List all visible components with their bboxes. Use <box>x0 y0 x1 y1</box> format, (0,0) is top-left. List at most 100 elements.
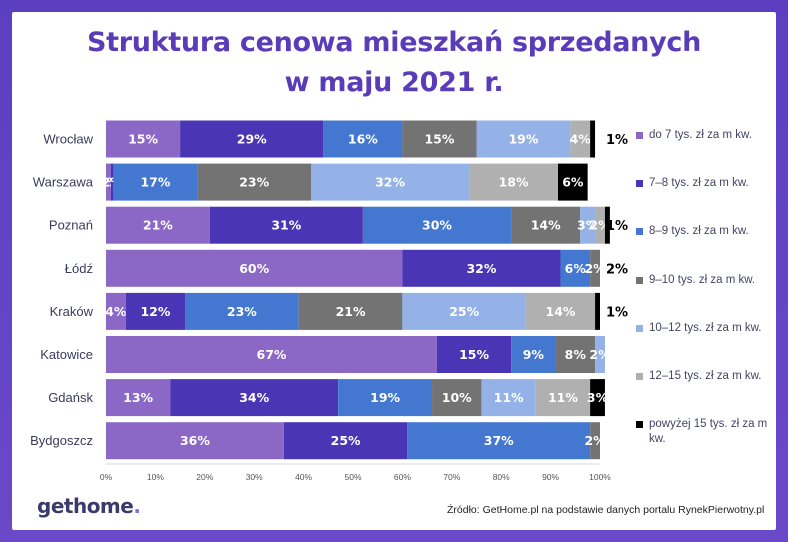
bar-segment <box>525 292 596 330</box>
data-label: 60% <box>239 261 269 276</box>
chart-title-line-2: w maju 2021 r. <box>284 67 504 98</box>
bar-segment <box>436 336 512 373</box>
chart-title-line-1: Struktura cenowa mieszkań sprzedanych <box>86 27 702 58</box>
data-label: 32% <box>466 261 496 276</box>
data-label: 32% <box>375 175 405 190</box>
bar-segment <box>362 206 512 244</box>
bar-segment <box>511 206 581 244</box>
x-tick-label: 50% <box>344 472 361 482</box>
bar-segment <box>338 379 433 417</box>
data-label: 15% <box>128 132 158 147</box>
data-label: 6% <box>565 261 587 276</box>
legend-swatch <box>636 421 643 429</box>
bar-segment <box>113 163 198 201</box>
bar-segment <box>469 163 559 201</box>
source-note: Źródło: GetHome.pl na podstawie danych p… <box>447 504 765 516</box>
bar-segment <box>180 120 324 158</box>
data-label: 15% <box>424 132 454 147</box>
bar-segment <box>402 292 526 330</box>
data-label: 11% <box>548 390 578 405</box>
data-label: 13% <box>123 390 153 405</box>
x-tick-label: 30% <box>246 472 263 482</box>
category-label: Bydgoszcz <box>30 433 93 448</box>
x-tick-label: 70% <box>443 472 460 482</box>
bar-segment <box>560 249 591 287</box>
bar-segment <box>590 379 605 417</box>
category-label: Kraków <box>50 304 94 319</box>
data-label: 14% <box>531 218 561 233</box>
category-label: Wrocław <box>43 132 93 147</box>
bar-segment <box>570 120 591 158</box>
legend-label: do 7 tys. zł za m kw. <box>649 129 752 141</box>
legend-swatch <box>636 180 643 188</box>
bar-segment <box>481 379 536 417</box>
bar-segment <box>402 249 561 287</box>
data-label: 17% <box>140 175 170 190</box>
data-label: 10% <box>442 390 472 405</box>
bar-segment <box>298 292 403 330</box>
data-label: 18% <box>499 175 529 190</box>
category-label: Łódź <box>65 261 93 276</box>
x-tick-label: 20% <box>196 472 213 482</box>
data-label: 3% <box>587 390 609 405</box>
data-label: 9% <box>523 347 545 362</box>
bar-segment <box>604 206 610 244</box>
bar-segment <box>402 120 477 158</box>
data-label: 4% <box>105 304 127 319</box>
legend-swatch <box>636 324 643 332</box>
legend-label: 10–12 tys. zł za m kw. <box>649 321 762 334</box>
logo-home: home <box>72 494 134 518</box>
category-label: Katowice <box>40 347 93 362</box>
data-label: 21% <box>336 304 366 319</box>
bar-segment <box>106 249 403 287</box>
bar-segment <box>209 206 363 244</box>
bar-segment <box>197 163 312 201</box>
legend-swatch <box>636 228 643 236</box>
x-tick-label: 40% <box>295 472 312 482</box>
x-tick-label: 90% <box>542 472 559 482</box>
data-label: 15% <box>459 347 489 362</box>
data-label: 29% <box>237 132 267 147</box>
x-tick-label: 0% <box>100 472 113 482</box>
bar-segment <box>106 379 171 417</box>
legend-swatch <box>636 132 643 139</box>
data-label: 16% <box>348 132 378 147</box>
outside-data-label: 1% <box>606 305 628 320</box>
outside-data-label: 2% <box>606 262 628 277</box>
data-label: 23% <box>239 175 269 190</box>
legend-label: 7–8 tys. zł za m kw. <box>649 177 749 190</box>
bar-segment <box>283 422 408 460</box>
category-label: Gdańsk <box>48 390 93 405</box>
logo-dot: . <box>133 494 141 518</box>
legend-label: powyżej 15 tys. zł za m kw. <box>649 418 768 446</box>
bar-segment <box>590 249 600 287</box>
bar-segment <box>595 336 605 373</box>
bar-segment <box>595 206 605 244</box>
data-label: 8% <box>565 347 587 362</box>
bar-segment <box>106 292 126 330</box>
data-label: 36% <box>180 433 210 448</box>
bar-segment <box>106 336 437 373</box>
outside-data-label: 1% <box>606 219 628 234</box>
legend-label: 12–15 tys. zł za m kw. <box>649 370 762 382</box>
data-label: 23% <box>227 304 257 319</box>
legend-label: 9–10 tys. zł za m kw. <box>649 273 756 286</box>
bar-segment <box>555 336 596 373</box>
data-label: 34% <box>239 390 269 405</box>
bar-segment <box>311 163 470 201</box>
gethome-logo: gethome. <box>37 494 141 518</box>
bar-segment <box>558 163 588 201</box>
data-label: 11% <box>494 390 524 405</box>
bar-segment <box>185 292 299 330</box>
bar-segment <box>106 120 181 158</box>
bar-segment <box>407 422 591 460</box>
x-tick-label: 80% <box>493 472 510 482</box>
bar-segment <box>511 336 556 373</box>
x-tick-label: 60% <box>394 472 411 482</box>
bar-segment <box>476 120 571 158</box>
bar-segment <box>170 379 339 417</box>
bar-segment <box>323 120 403 158</box>
legend-swatch <box>636 276 643 284</box>
data-label: 2% <box>584 433 606 448</box>
